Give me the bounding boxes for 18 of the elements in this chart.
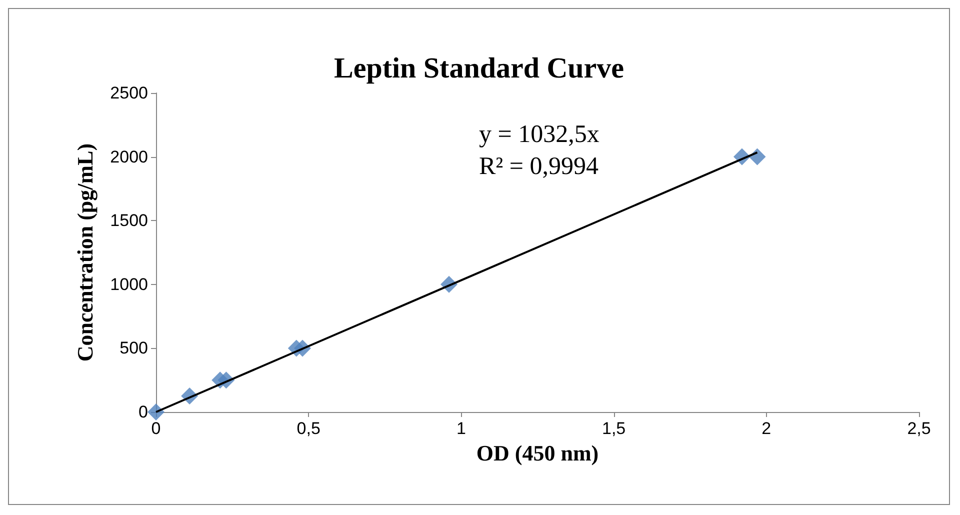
annotation: R² = 0,9994	[479, 153, 600, 180]
x-tick-label: 0	[151, 419, 161, 438]
annotation: y = 1032,5x	[479, 121, 600, 148]
x-tick-label: 2,5	[907, 419, 931, 438]
x-axis-title: OD (450 nm)	[476, 440, 599, 466]
y-tick-label: 1500	[110, 211, 148, 230]
y-tick-label: 2500	[110, 84, 148, 102]
point	[148, 404, 164, 420]
y-tick-label: 500	[120, 338, 148, 358]
x-tick-label: 0,5	[296, 419, 320, 438]
x-tick-label: 1,5	[602, 419, 626, 438]
y-tick-label: 1000	[110, 274, 148, 294]
y-tick-label: 0	[138, 402, 148, 422]
x-tick-label: 1	[456, 419, 466, 438]
x-tick-label: 2	[762, 419, 772, 438]
y-axis-title: Concentration (pg/mL)	[72, 143, 98, 362]
chart-title: Leptin Standard Curve	[334, 52, 624, 84]
y-tick-label: 2000	[110, 147, 148, 166]
